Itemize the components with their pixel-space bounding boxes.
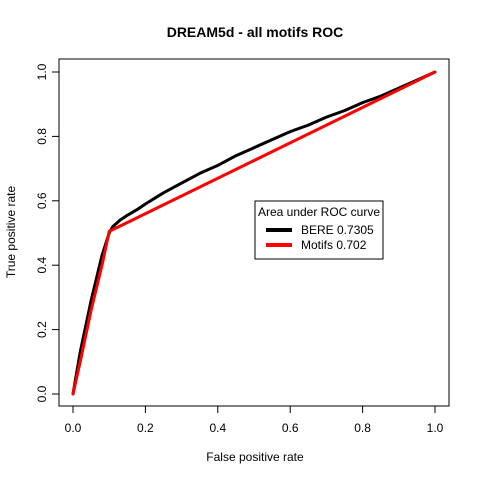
x-tick-label: 0.0: [65, 421, 82, 435]
y-tick-label: 0.6: [35, 192, 49, 209]
legend-label-bere: BERE 0.7305: [301, 223, 374, 237]
x-tick-label: 1.0: [427, 421, 444, 435]
x-tick-label: 0.8: [354, 421, 371, 435]
y-tick-label: 0.8: [35, 128, 49, 145]
x-tick-label: 0.4: [209, 421, 226, 435]
legend-label-motifs: Motifs 0.702: [301, 238, 367, 252]
y-tick-label: 0.0: [35, 385, 49, 402]
x-axis: 0.0 0.2 0.4 0.6 0.8 1.0: [65, 406, 444, 435]
x-tick-label: 0.2: [137, 421, 154, 435]
x-tick-label: 0.6: [282, 421, 299, 435]
x-axis-label: False positive rate: [206, 450, 304, 464]
series-layer: [71, 70, 437, 396]
y-axis-label: True positive rate: [4, 186, 18, 279]
y-tick-label: 0.2: [35, 321, 49, 338]
y-tick-label: 0.4: [35, 257, 49, 274]
y-tick-label: 1.0: [35, 63, 49, 80]
y-axis: 0.0 0.2 0.4 0.6 0.8 1.0: [35, 63, 59, 402]
legend: Area under ROC curve BERE 0.7305 Motifs …: [254, 200, 384, 260]
legend-title: Area under ROC curve: [258, 205, 380, 219]
plot-box: [58, 58, 450, 407]
series-line-motifs: [71, 70, 437, 396]
chart-title: DREAM5d - all motifs ROC: [167, 24, 344, 40]
